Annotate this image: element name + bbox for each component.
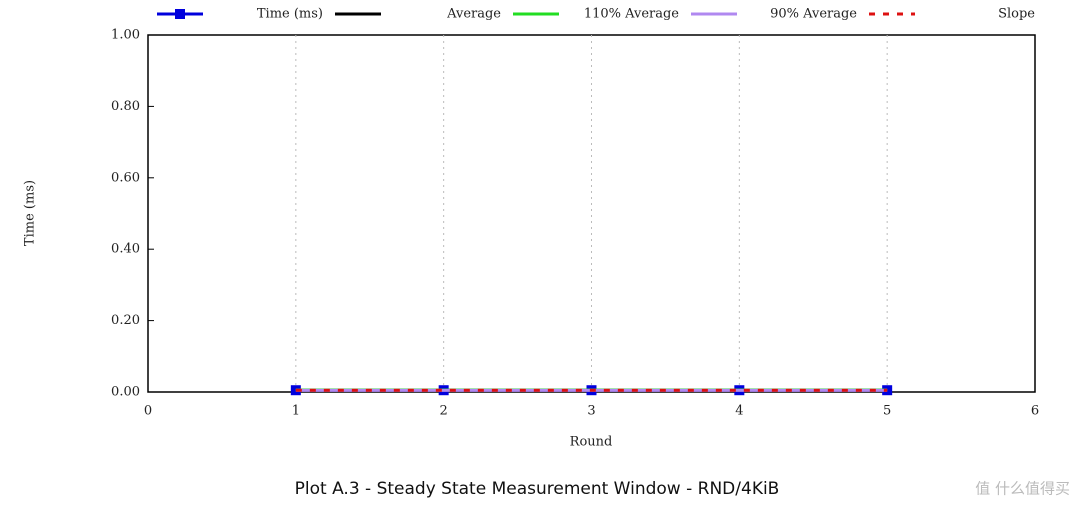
legend-label: Time (ms) <box>257 7 323 22</box>
y-tick-label: 0.00 <box>111 385 140 400</box>
legend-label: 110% Average <box>584 7 679 22</box>
x-tick-label: 3 <box>587 404 595 419</box>
y-tick-label: 0.80 <box>111 99 140 114</box>
chart-title: Plot A.3 - Steady State Measurement Wind… <box>295 479 780 499</box>
plot-frame <box>147 34 1036 393</box>
legend-marker <box>175 9 185 19</box>
y-tick-label: 1.00 <box>111 28 140 43</box>
x-tick-label: 4 <box>735 404 743 419</box>
y-axis-label: Time (ms) <box>23 180 38 246</box>
x-tick-label: 5 <box>883 404 891 419</box>
x-tick-label: 6 <box>1031 404 1039 419</box>
x-tick-label: 0 <box>144 404 152 419</box>
y-tick-label: 0.60 <box>111 170 140 185</box>
x-tick-label: 1 <box>292 404 300 419</box>
y-tick-label: 0.40 <box>111 242 140 257</box>
x-axis-label: Round <box>570 435 613 450</box>
legend-label: Average <box>446 7 501 22</box>
x-tick-label: 2 <box>440 404 448 419</box>
legend-label: 90% Average <box>770 7 857 22</box>
legend-label: Slope <box>998 7 1035 22</box>
y-tick-label: 0.20 <box>111 313 140 328</box>
watermark: 值 什么值得买 <box>975 480 1070 498</box>
